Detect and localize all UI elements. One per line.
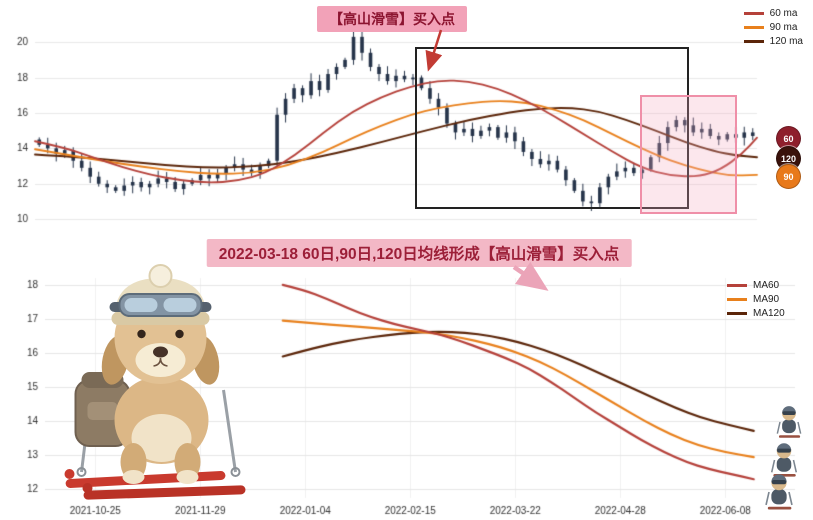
legend-item-ma120: MA120 <box>727 308 785 319</box>
buy-point-annotation: 【高山滑雪】买入点 <box>317 6 467 32</box>
mini-skier-icon <box>776 406 802 438</box>
legend-swatch-ma120 <box>727 312 747 315</box>
dog-eye-icon <box>175 329 184 339</box>
date-buy-point-annotation: 2022-03-18 60日,90日,120日均线形成【高山滑雪】买入点 <box>206 239 632 267</box>
bottom-chart-legend: MA60 MA90 MA120 <box>727 280 785 319</box>
dog-eye-icon <box>137 329 146 339</box>
legend-label-90ma: 90 ma <box>769 22 798 33</box>
plush-dog-skier-image <box>64 264 246 500</box>
legend-item-ma60: MA60 <box>727 280 785 291</box>
mini-skier-icon <box>770 443 798 477</box>
legend-label-ma120: MA120 <box>753 308 785 319</box>
legend-swatch-60ma <box>743 12 764 15</box>
legend-swatch-120ma <box>743 40 764 43</box>
top-chart-legend: 60 ma 90 ma 120 ma <box>743 8 803 47</box>
legend-label-60ma: 60 ma <box>769 8 798 19</box>
red-skis-icon <box>64 469 246 500</box>
legend-item-90ma: 90 ma <box>743 22 803 33</box>
legend-label-ma60: MA60 <box>753 280 780 291</box>
legend-item-120ma: 120 ma <box>743 36 803 47</box>
dog-nose-icon <box>153 346 168 358</box>
legend-label-ma90: MA90 <box>753 294 780 305</box>
legend-item-60ma: 60 ma <box>743 8 803 19</box>
legend-item-ma90: MA90 <box>727 294 785 305</box>
legend-swatch-ma90 <box>727 298 747 301</box>
top-price-chart <box>0 0 813 235</box>
legend-label-120ma: 120 ma <box>769 36 803 47</box>
legend-swatch-ma60 <box>727 284 747 287</box>
legend-swatch-90ma <box>743 26 764 29</box>
ski-pole-icon <box>222 389 237 473</box>
mini-skier-icon <box>765 474 793 510</box>
ma90-badge: 90 <box>776 164 801 189</box>
ski-goggles-icon <box>109 293 212 317</box>
